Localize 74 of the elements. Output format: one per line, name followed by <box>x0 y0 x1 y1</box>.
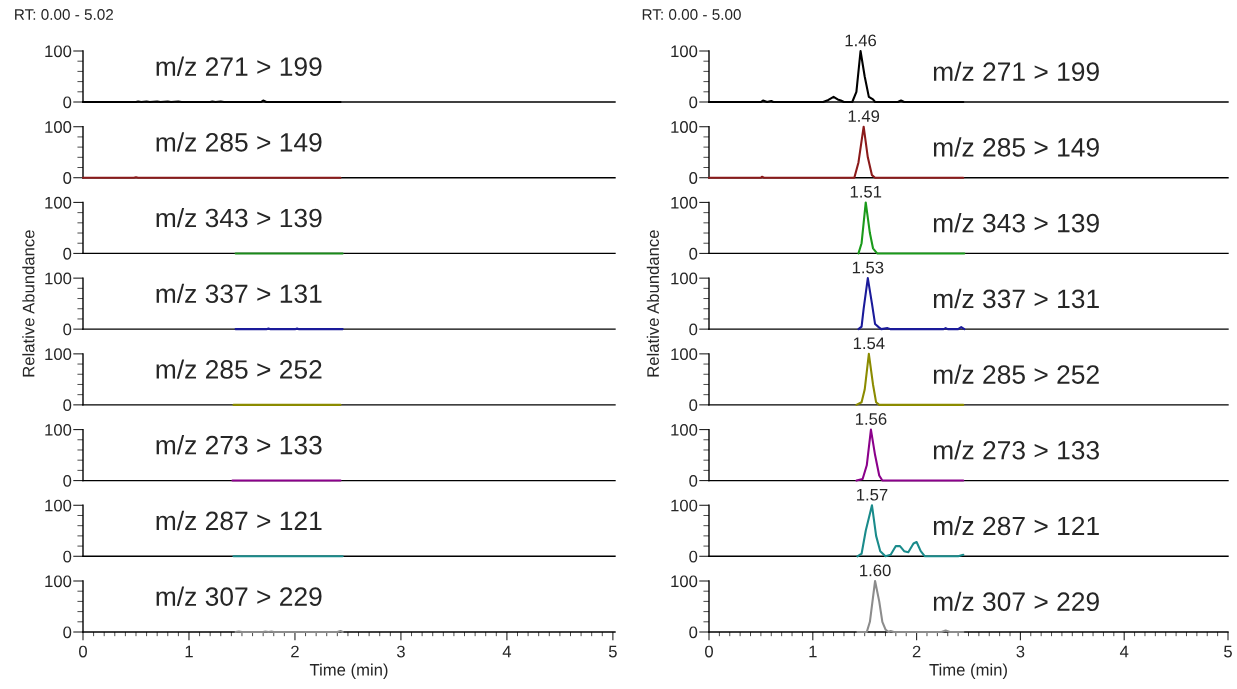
x-axis-title: Time (min) <box>929 663 1007 680</box>
chart-title: m/z 337 > 131 <box>933 288 1099 309</box>
y-tick-label: 0 <box>63 172 72 184</box>
x-tick-label: 2 <box>912 645 921 658</box>
x-tick-label: 3 <box>1016 645 1025 658</box>
y-tick-label: 100 <box>45 196 72 209</box>
x-tick-label: 2 <box>291 645 299 658</box>
y-tick-label: 0 <box>689 399 698 412</box>
y-tick-label: 100 <box>45 423 72 436</box>
y-tick-label: 0 <box>63 550 72 563</box>
annotation: 1.60 <box>860 564 891 577</box>
y-tick-label: 100 <box>45 575 72 588</box>
annotation: 1.57 <box>857 488 888 501</box>
chart-title: m/z 307 > 229 <box>933 591 1099 612</box>
y-tick-label: 100 <box>45 121 72 133</box>
annotation: 1.53 <box>852 261 884 274</box>
x-tick-label: 0 <box>79 645 87 658</box>
chart-subtitle: RT: 0.00 - 5.00 <box>642 9 741 20</box>
y-tick-label: 100 <box>45 499 72 512</box>
y-tick-label: 0 <box>63 626 72 639</box>
x-tick-label: 0 <box>705 645 713 658</box>
chart-title: m/z 285 > 252 <box>933 364 1099 384</box>
y-tick-label: 100 <box>45 45 72 58</box>
y-tick-label: 100 <box>671 348 698 361</box>
annotation: 1.49 <box>848 110 880 123</box>
x-tick-label: 4 <box>1119 645 1129 658</box>
x-tick-label: 4 <box>502 645 512 658</box>
y-tick-label: 0 <box>689 550 698 563</box>
y-tick-label: 100 <box>671 423 698 436</box>
y-tick-label: 0 <box>689 247 698 260</box>
chart-title: m/z 285 > 149 <box>933 137 1099 157</box>
chart-title: m/z 343 > 139 <box>933 213 1099 233</box>
y-tick-label: 100 <box>671 196 698 209</box>
chart-title: m/z 287 > 121 <box>156 510 322 531</box>
x-tick-label: 1 <box>809 645 817 658</box>
annotation: 1.54 <box>853 337 885 350</box>
y-tick-label: 100 <box>671 45 698 58</box>
chart-title: m/z 271 > 199 <box>156 56 322 76</box>
annotation: 1.56 <box>855 413 887 425</box>
chart-title: m/z 285 > 252 <box>156 359 322 379</box>
chart-title: m/z 273 > 133 <box>156 435 322 455</box>
chart-title: m/z 337 > 131 <box>156 283 322 304</box>
y-axis-title: Relative Abundance <box>646 230 659 377</box>
y-tick-label: 0 <box>63 96 72 109</box>
chart-title: m/z 273 > 133 <box>933 440 1099 460</box>
y-tick-label: 0 <box>689 96 698 109</box>
x-tick-label: 5 <box>1224 645 1232 658</box>
x-tick-label: 5 <box>608 645 617 658</box>
x-tick-label: 3 <box>396 645 405 658</box>
chart-title: m/z 343 > 139 <box>156 207 322 228</box>
y-tick-label: 100 <box>671 272 698 285</box>
chart-title: m/z 285 > 149 <box>156 132 322 152</box>
chart-title: m/z 271 > 199 <box>933 61 1099 82</box>
annotation: 1.51 <box>850 186 882 198</box>
y-tick-label: 0 <box>689 626 698 639</box>
y-tick-label: 100 <box>671 575 698 588</box>
y-tick-label: 0 <box>63 474 72 487</box>
chart-title: m/z 307 > 229 <box>156 586 322 606</box>
y-tick-label: 100 <box>671 499 698 512</box>
annotation: 1.46 <box>845 34 877 47</box>
y-tick-label: 0 <box>63 247 72 260</box>
y-tick-label: 0 <box>689 323 698 336</box>
x-tick-label: 1 <box>185 645 193 658</box>
y-tick-label: 0 <box>63 399 72 412</box>
y-tick-label: 0 <box>689 172 698 184</box>
chart-title: m/z 287 > 121 <box>933 515 1099 536</box>
y-tick-label: 100 <box>45 348 72 361</box>
y-axis-title: Relative Abundance <box>22 230 35 377</box>
y-tick-label: 0 <box>63 323 72 336</box>
x-axis-title: Time (min) <box>309 663 388 680</box>
y-tick-label: 0 <box>689 474 698 487</box>
y-tick-label: 100 <box>671 121 698 133</box>
chart-subtitle: RT: 0.00 - 5.02 <box>15 9 114 20</box>
y-tick-label: 100 <box>45 272 72 285</box>
